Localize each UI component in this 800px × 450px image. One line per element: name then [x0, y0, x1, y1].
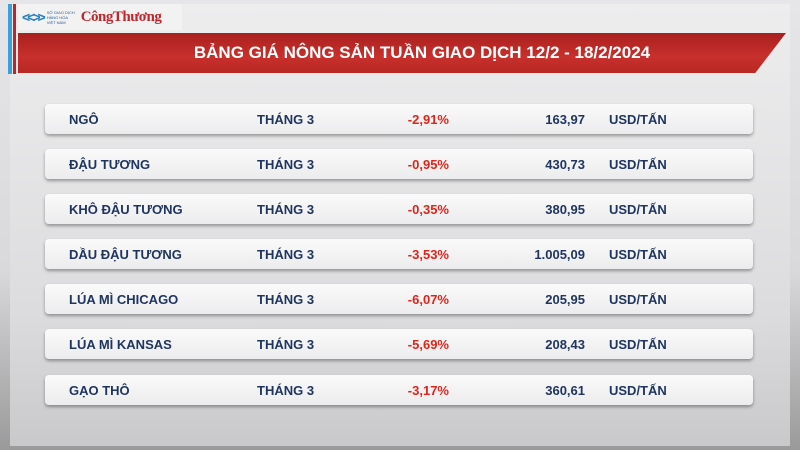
- logo: <<>> SỞ GIAO DỊCH HÀNG HÓA VIỆT NAM Công…: [18, 4, 182, 30]
- contract-month: THÁNG 3: [257, 247, 315, 262]
- table-row: LÚA MÌ KANSAS THÁNG 3 -5,69% 208,43 USD/TẤN: [45, 329, 753, 359]
- contract-month: THÁNG 3: [257, 202, 315, 217]
- table-row: LÚA MÌ CHICAGO THÁNG 3 -6,07% 205,95 USD/TẤN: [45, 284, 753, 314]
- price-value: 1.005,09: [534, 247, 585, 262]
- commodity-name: DẦU ĐẬU TƯƠNG: [69, 247, 182, 262]
- contract-month: THÁNG 3: [257, 337, 315, 352]
- price-change: -2,91%: [407, 112, 449, 127]
- table-row: ĐẬU TƯƠNG THÁNG 3 -0,95% 430,73 USD/TẤN: [45, 149, 753, 179]
- price-change: -3,17%: [407, 383, 449, 398]
- price-change: -0,95%: [407, 157, 449, 172]
- price-unit: USD/TẤN: [609, 112, 667, 127]
- exchange-logo-icon: <<>>: [22, 9, 46, 25]
- price-unit: USD/TẤN: [609, 337, 667, 352]
- price-unit: USD/TẤN: [609, 202, 667, 217]
- logo-small-text: SỞ GIAO DỊCH HÀNG HÓA VIỆT NAM: [46, 9, 75, 25]
- contract-month: THÁNG 3: [257, 112, 315, 127]
- price-change: -0,35%: [407, 202, 449, 217]
- table-row: NGÔ THÁNG 3 -2,91% 163,97 USD/TẤN: [45, 104, 753, 134]
- commodity-name: ĐẬU TƯƠNG: [69, 157, 151, 172]
- title-banner: BẢNG GIÁ NÔNG SẢN TUẦN GIAO DỊCH 12/2 - …: [18, 33, 786, 73]
- contract-month: THÁNG 3: [257, 383, 315, 398]
- price-unit: USD/TẤN: [609, 157, 667, 172]
- table-row: GẠO THÔ THÁNG 3 -3,17% 360,61 USD/TẤN: [45, 375, 753, 405]
- commodity-name: GẠO THÔ: [69, 383, 130, 398]
- price-value: 205,95: [545, 292, 585, 307]
- price-value: 430,73: [545, 157, 585, 172]
- commodity-name: LÚA MÌ CHICAGO: [69, 292, 179, 307]
- page-title: BẢNG GIÁ NÔNG SẢN TUẦN GIAO DỊCH 12/2 - …: [193, 43, 651, 62]
- background-frame: [10, 4, 790, 446]
- commodity-name: KHÔ ĐẬU TƯƠNG: [69, 202, 183, 217]
- price-value: 360,61: [545, 383, 585, 398]
- price-value: 163,97: [545, 112, 585, 127]
- price-change: -6,07%: [407, 292, 449, 307]
- contract-month: THÁNG 3: [257, 292, 315, 307]
- price-change: -5,69%: [407, 337, 449, 352]
- commodity-name: LÚA MÌ KANSAS: [69, 337, 172, 352]
- price-unit: USD/TẤN: [609, 247, 667, 262]
- commodity-name: NGÔ: [69, 112, 99, 127]
- price-value: 208,43: [545, 337, 585, 352]
- contract-month: THÁNG 3: [257, 157, 315, 172]
- price-unit: USD/TẤN: [609, 383, 667, 398]
- price-unit: USD/TẤN: [609, 292, 667, 307]
- table-row: KHÔ ĐẬU TƯƠNG THÁNG 3 -0,35% 380,95 USD/TẤN: [45, 194, 753, 224]
- logo-name: CôngThương: [80, 8, 162, 25]
- accent-bar-red: [13, 4, 16, 74]
- table-row: DẦU ĐẬU TƯƠNG THÁNG 3 -3,53% 1.005,09 USD/TẤ…: [45, 239, 753, 269]
- price-value: 380,95: [545, 202, 585, 217]
- price-change: -3,53%: [407, 247, 449, 262]
- accent-bar-blue: [8, 4, 12, 74]
